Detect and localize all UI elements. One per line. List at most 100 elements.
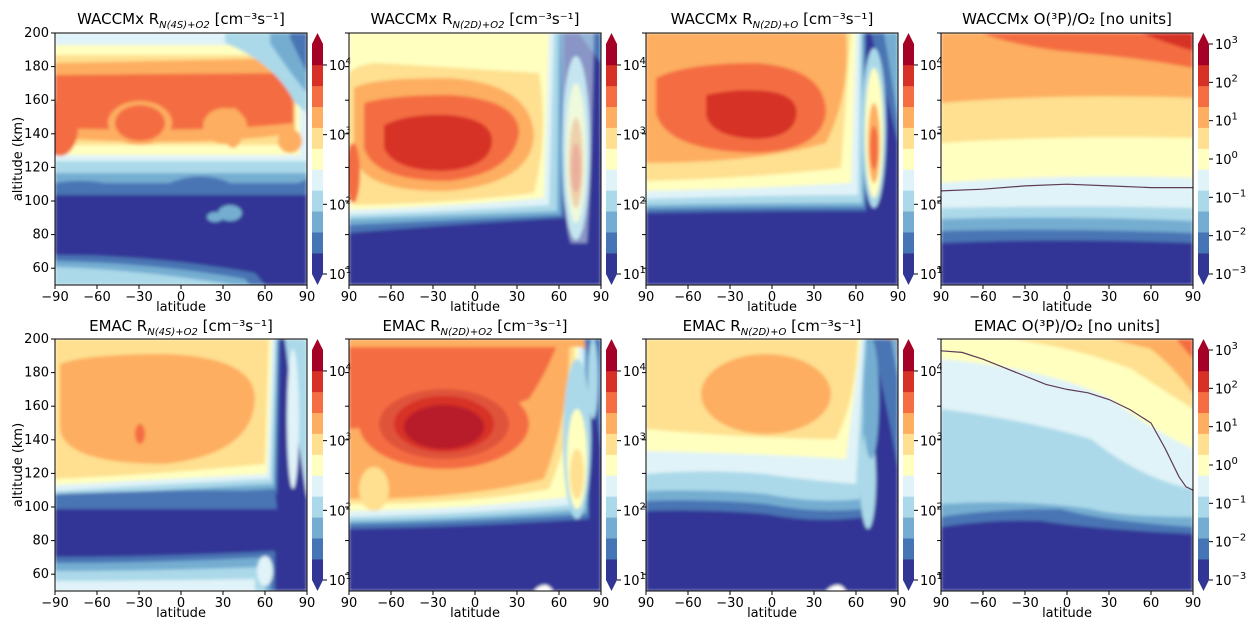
x-tick-label: 30 [509, 596, 526, 611]
x-tick-label: −60 [969, 290, 996, 305]
x-tick-label: 0 [768, 596, 776, 611]
colorbar-band [606, 391, 617, 414]
colorbar-tick-label: 101 [920, 265, 943, 283]
colorbar-tick-label: 10−2 [1215, 533, 1246, 551]
colorbar-band [1198, 44, 1209, 66]
colorbar-band [903, 538, 914, 560]
x-tick-label: −30 [716, 596, 743, 611]
y-tick-label: 180 [24, 60, 49, 75]
colorbar-band [1198, 350, 1209, 372]
colorbar-tick-label: 103 [1215, 341, 1238, 359]
heatmap-field [646, 339, 898, 591]
x-axis-label: latitude [156, 606, 206, 621]
colorbar: 103 102 101 100 10−1 10−2 10−3 [1198, 339, 1246, 591]
x-tick-label: 90 [638, 290, 655, 305]
colorbar-band [606, 475, 617, 497]
colorbar-tick-label: 102 [920, 195, 943, 213]
x-tick-label: 30 [509, 290, 526, 305]
colorbar-band [1198, 211, 1209, 233]
x-tick-label: −30 [716, 290, 743, 305]
x-tick-label: 90 [299, 290, 316, 305]
heatmap-field [646, 33, 898, 285]
y-tick-label: 100 [24, 194, 49, 209]
y-tick-label: 200 [24, 26, 49, 41]
x-tick-label: 90 [299, 596, 316, 611]
colorbar-band [606, 454, 617, 476]
y-tick-label: 180 [24, 366, 49, 381]
x-tick-label: 30 [215, 290, 232, 305]
panel-waccmx-n4s-o2: WACCMx RN(4S)+O2 [cm⁻³s⁻¹] [11, 10, 352, 315]
colorbar-band [606, 559, 617, 581]
y-axis-label: altitude (km) [11, 423, 26, 507]
colorbar-band [312, 85, 323, 108]
x-tick-label: −30 [125, 290, 152, 305]
colorbar-band [1198, 454, 1209, 476]
colorbar-band [903, 211, 914, 233]
colorbar-tick-label: 102 [623, 195, 646, 213]
colorbar-min-arrow [312, 274, 323, 285]
contour-line [941, 183, 1193, 192]
colorbar-band [606, 412, 617, 434]
colorbar-band [312, 433, 323, 455]
colorbar-band [1198, 85, 1209, 108]
y-tick-label: 120 [24, 466, 49, 481]
colorbar-tick-label: 104 [623, 56, 646, 74]
panel-title: WACCMx O(³P)/O₂ [no units] [962, 10, 1172, 28]
colorbar-tick-label: 100 [1215, 456, 1238, 474]
colorbar-tick-label: 101 [920, 571, 943, 589]
x-tick-label: 90 [341, 290, 358, 305]
colorbar-tick-label: 102 [1215, 73, 1238, 91]
x-tick-label: −60 [83, 596, 110, 611]
colorbar-band [606, 433, 617, 455]
colorbar: 101 102 103 104 [606, 33, 646, 285]
x-axis-label: latitude [747, 606, 797, 621]
colorbar-band [1198, 148, 1209, 170]
colorbar-max-arrow [903, 33, 914, 44]
colorbar-min-arrow [1198, 274, 1209, 285]
x-tick-label: 60 [1143, 290, 1160, 305]
colorbar-tick-label: 102 [623, 501, 646, 519]
colorbar-band [903, 64, 914, 87]
colorbar-band [312, 454, 323, 476]
panel-emac-n2d-o: EMAC RN(2D)+O [cm⁻³s⁻¹] 90 −60 −30 0 30 60 90 [638, 317, 943, 621]
x-tick-label: 30 [215, 596, 232, 611]
colorbar-tick-label: 104 [920, 56, 943, 74]
x-tick-label: 0 [471, 290, 479, 305]
heatmap-field [55, 33, 307, 285]
colorbar-band [903, 370, 914, 393]
colorbar-band [312, 391, 323, 414]
panel-title: WACCMx RN(4S)+O2 [cm⁻³s⁻¹] [77, 10, 285, 31]
colorbar-band [312, 412, 323, 434]
panel-title: WACCMx RN(2D)+O2 [cm⁻³s⁻¹] [371, 10, 580, 31]
panel-waccmx-n2d-o2: WACCMx RN(2D)+O2 [cm⁻³s⁻¹] [341, 10, 646, 315]
x-axis-label: latitude [747, 300, 797, 315]
colorbar-tick-label: 10−3 [1215, 265, 1246, 283]
colorbar-min-arrow [606, 274, 617, 285]
colorbar-band [1198, 412, 1209, 434]
colorbar-band [903, 127, 914, 149]
x-tick-label: 60 [1143, 596, 1160, 611]
colorbar-band [903, 148, 914, 170]
colorbar-band [312, 370, 323, 393]
colorbar-tick-label: 101 [623, 571, 646, 589]
colorbar-tick-label: 103 [623, 432, 646, 450]
y-tick-label: 120 [24, 160, 49, 175]
colorbar: 101 102 103 104 [903, 33, 943, 285]
colorbar-band [1198, 190, 1209, 212]
colorbar-band [606, 350, 617, 372]
colorbar-max-arrow [606, 33, 617, 44]
panel-emac-o3p-o2: EMAC O(³P)/O₂ [no units] 90 −60 −30 0 30 60 90… [933, 317, 1247, 621]
colorbar-band [312, 475, 323, 497]
x-tick-label: 30 [1101, 290, 1118, 305]
colorbar-band [1198, 517, 1209, 539]
y-tick-label: 140 [24, 127, 49, 142]
colorbar-tick-label: 102 [329, 501, 352, 519]
colorbar-band [903, 350, 914, 372]
colorbar-tick-label: 10−1 [1215, 188, 1246, 206]
colorbar-max-arrow [312, 33, 323, 44]
x-tick-label: −60 [674, 596, 701, 611]
x-tick-label: 0 [1063, 596, 1071, 611]
colorbar-band [606, 169, 617, 191]
colorbar-band [606, 190, 617, 212]
colorbar-tick-label: 103 [1215, 35, 1238, 53]
